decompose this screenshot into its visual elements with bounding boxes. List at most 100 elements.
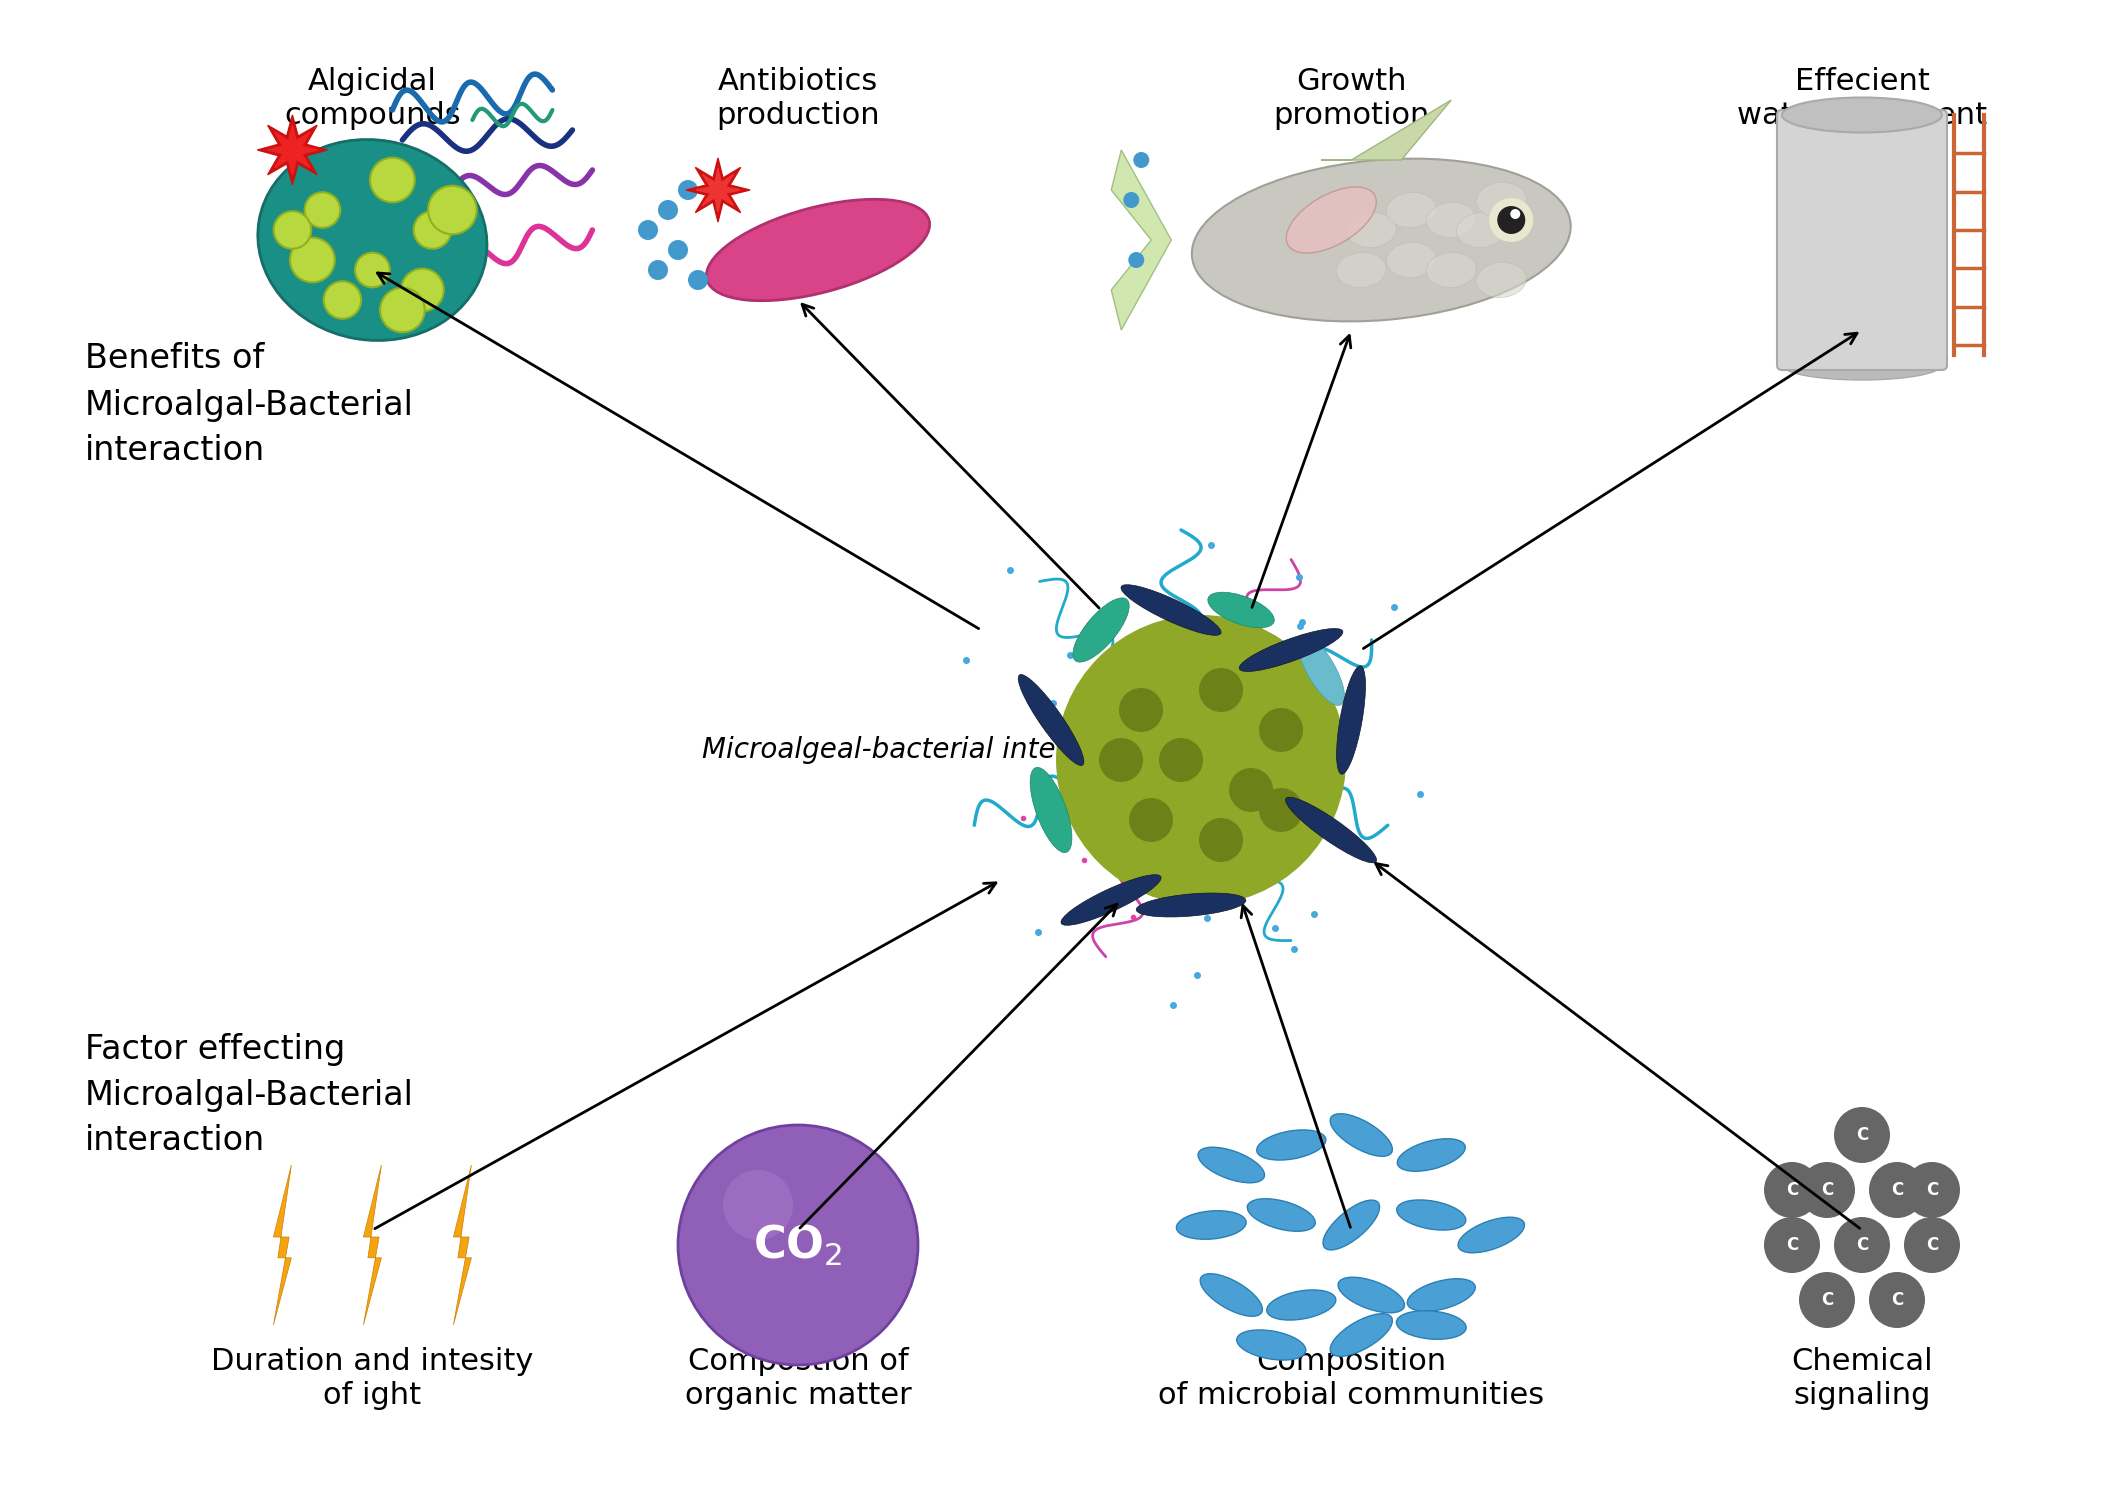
Circle shape <box>1134 152 1149 168</box>
Circle shape <box>1160 738 1202 782</box>
Circle shape <box>1260 788 1302 832</box>
Polygon shape <box>364 1166 381 1324</box>
Circle shape <box>1868 1272 1926 1328</box>
Text: Duration and intesity
of ight: Duration and intesity of ight <box>211 1347 534 1410</box>
Ellipse shape <box>1426 202 1477 237</box>
Text: Chemical
signaling: Chemical signaling <box>1792 1347 1932 1410</box>
Ellipse shape <box>1238 628 1343 672</box>
Ellipse shape <box>1177 1210 1247 1239</box>
Circle shape <box>1764 1216 1819 1274</box>
Ellipse shape <box>1324 1200 1379 1249</box>
Text: C: C <box>1856 1126 1868 1144</box>
Ellipse shape <box>1336 666 1366 774</box>
Text: Effecient
water treatment: Effecient water treatment <box>1736 68 1988 130</box>
Circle shape <box>1230 768 1273 812</box>
Circle shape <box>1198 818 1243 862</box>
Circle shape <box>428 186 477 234</box>
Circle shape <box>381 288 426 333</box>
Ellipse shape <box>257 140 487 340</box>
Ellipse shape <box>1258 1130 1326 1160</box>
Text: Antibiotics
production: Antibiotics production <box>717 68 879 130</box>
Circle shape <box>1198 668 1243 712</box>
Circle shape <box>1490 198 1534 242</box>
Polygon shape <box>453 1166 472 1324</box>
Circle shape <box>355 252 389 288</box>
Polygon shape <box>1111 150 1170 330</box>
FancyBboxPatch shape <box>1777 110 1947 370</box>
Ellipse shape <box>1398 1138 1466 1172</box>
Text: C: C <box>1926 1180 1939 1198</box>
Circle shape <box>687 270 709 290</box>
Circle shape <box>1124 192 1138 208</box>
Ellipse shape <box>1247 1198 1315 1231</box>
Text: C: C <box>1856 1236 1868 1254</box>
Text: C: C <box>1785 1236 1798 1254</box>
Circle shape <box>370 158 415 203</box>
Ellipse shape <box>1192 159 1570 321</box>
Ellipse shape <box>1385 243 1436 278</box>
Circle shape <box>1119 688 1164 732</box>
Text: C: C <box>1892 1292 1902 1310</box>
Polygon shape <box>1321 100 1451 160</box>
Ellipse shape <box>1456 213 1507 248</box>
Ellipse shape <box>1209 592 1275 628</box>
Text: Algicidal
compounds: Algicidal compounds <box>283 68 462 130</box>
Polygon shape <box>685 158 749 222</box>
Ellipse shape <box>1339 1276 1404 1312</box>
Circle shape <box>413 211 451 249</box>
Ellipse shape <box>1458 1216 1524 1252</box>
Ellipse shape <box>1385 192 1436 228</box>
Circle shape <box>1764 1162 1819 1218</box>
Circle shape <box>1128 252 1145 268</box>
Ellipse shape <box>1781 98 1943 132</box>
Text: CO$_2$: CO$_2$ <box>753 1222 843 1268</box>
Ellipse shape <box>1136 892 1245 916</box>
Circle shape <box>1498 206 1526 234</box>
Circle shape <box>1834 1107 1890 1162</box>
Ellipse shape <box>1336 252 1385 288</box>
Ellipse shape <box>1298 634 1345 705</box>
Circle shape <box>658 200 679 220</box>
Circle shape <box>275 211 311 249</box>
Ellipse shape <box>1121 585 1221 636</box>
Ellipse shape <box>1073 598 1130 662</box>
Ellipse shape <box>1030 768 1073 852</box>
Circle shape <box>1260 708 1302 752</box>
Text: Benefits of
Microalgal-Bacterial
interaction: Benefits of Microalgal-Bacterial interac… <box>85 342 415 468</box>
Circle shape <box>289 237 334 282</box>
Text: C: C <box>1785 1180 1798 1198</box>
Text: Factor effecting
Microalgal-Bacterial
interaction: Factor effecting Microalgal-Bacterial in… <box>85 1032 415 1158</box>
Circle shape <box>1055 615 1347 904</box>
Ellipse shape <box>1330 1113 1392 1156</box>
Circle shape <box>304 192 340 228</box>
Ellipse shape <box>1200 1274 1262 1317</box>
Ellipse shape <box>1347 213 1396 248</box>
Ellipse shape <box>1477 262 1526 297</box>
Text: C: C <box>1926 1236 1939 1254</box>
Ellipse shape <box>1285 796 1377 862</box>
Circle shape <box>1798 1272 1856 1328</box>
Ellipse shape <box>1198 1148 1264 1184</box>
Ellipse shape <box>1781 350 1943 380</box>
Circle shape <box>1511 209 1519 219</box>
Text: Composition
of microbial communities: Composition of microbial communities <box>1158 1347 1545 1410</box>
Ellipse shape <box>1426 252 1477 288</box>
Text: Growth
promotion: Growth promotion <box>1273 68 1430 130</box>
Text: C: C <box>1822 1180 1832 1198</box>
Text: Microalgeal-bacterial interaction: Microalgeal-bacterial interaction <box>702 736 1153 764</box>
Polygon shape <box>272 1166 292 1324</box>
Circle shape <box>1834 1216 1890 1274</box>
Ellipse shape <box>1396 1311 1466 1340</box>
Circle shape <box>679 180 698 200</box>
Ellipse shape <box>1477 183 1526 218</box>
Polygon shape <box>268 124 317 176</box>
Circle shape <box>1098 738 1143 782</box>
Circle shape <box>1868 1162 1926 1218</box>
Text: Compostion of
organic matter: Compostion of organic matter <box>685 1347 911 1410</box>
Text: C: C <box>1892 1180 1902 1198</box>
Ellipse shape <box>1017 675 1083 765</box>
Circle shape <box>400 268 445 312</box>
Circle shape <box>649 260 668 280</box>
Ellipse shape <box>1396 1200 1466 1230</box>
Circle shape <box>1130 798 1173 842</box>
